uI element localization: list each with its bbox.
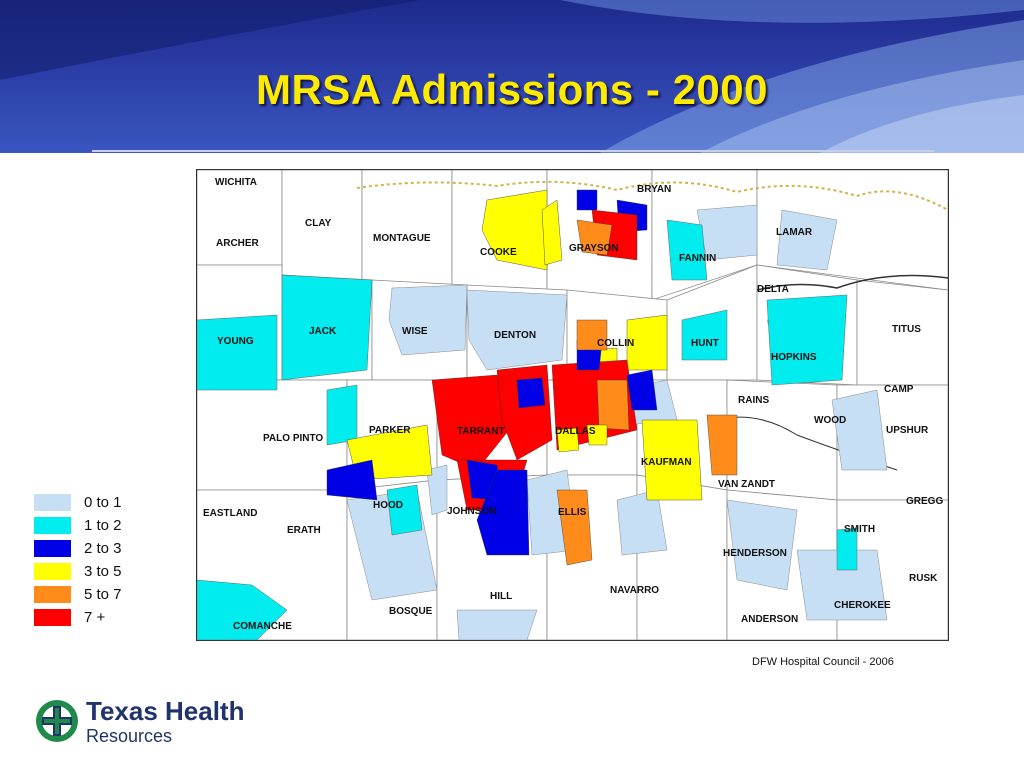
county-label: JACK (309, 326, 337, 337)
county-label: HOOD (373, 500, 403, 511)
county-label: WICHITA (215, 177, 258, 188)
legend-label: 5 to 7 (84, 586, 122, 603)
county-label: RAINS (738, 395, 770, 406)
legend-swatch (34, 609, 71, 626)
slide-title: MRSA Admissions - 2000 (255, 66, 769, 113)
header-swoosh-graphic (0, 0, 1024, 153)
county-label: WISE (402, 326, 428, 337)
legend-item: 0 to 1 (34, 494, 184, 512)
county-label: ELLIS (558, 507, 587, 518)
legend-swatch (34, 586, 71, 603)
county-label: VAN ZANDT (718, 479, 776, 490)
county-label: COMANCHE (233, 621, 292, 632)
county-label: LAMAR (776, 227, 813, 238)
map-graphic (197, 170, 948, 640)
county-label: PARKER (369, 425, 411, 436)
legend-swatch (34, 494, 71, 511)
county-label: BRYAN (637, 184, 672, 195)
legend-label: 1 to 2 (84, 517, 122, 534)
legend-item: 7 + (34, 609, 184, 627)
county-label: DALLAS (555, 426, 596, 437)
county-label: SMITH (844, 524, 876, 535)
county-label: CHEROKEE (834, 600, 891, 611)
county-label: NAVARRO (610, 585, 660, 596)
county-label: DENTON (494, 330, 537, 341)
county-label: CLAY (305, 218, 332, 229)
logo-line-1: Texas Health (86, 696, 245, 726)
legend-label: 2 to 3 (84, 540, 122, 557)
county-label: MONTAGUE (373, 233, 431, 244)
county-label: ARCHER (216, 238, 259, 249)
county-label: UPSHUR (886, 425, 929, 436)
county-label: DELTA (757, 284, 789, 295)
county-label: HUNT (691, 338, 719, 349)
county-map: WICHITA CLAY ARCHER MONTAGUE COOKE GRAYS… (196, 169, 949, 641)
county-label: HILL (490, 591, 513, 602)
texas-health-logo: Texas Health Resources (34, 696, 264, 748)
legend-label: 7 + (84, 609, 106, 626)
county-label: ERATH (287, 525, 321, 536)
county-label: TITUS (892, 324, 921, 335)
county-label: PALO PINTO (263, 433, 324, 444)
cross-emblem-icon (36, 700, 78, 742)
county-label: COLLIN (597, 338, 635, 349)
legend-swatch (34, 540, 71, 557)
county-label: WOOD (814, 415, 847, 426)
county-label: JOHNSON (447, 506, 497, 517)
county-label: COOKE (480, 247, 517, 258)
county-label: GRAYSON (569, 243, 619, 254)
legend-item: 5 to 7 (34, 586, 184, 604)
county-label: FANNIN (679, 253, 717, 264)
legend-swatch (34, 517, 71, 534)
logo-line-2: Resources (86, 726, 173, 746)
legend-item: 1 to 2 (34, 517, 184, 535)
county-label: EASTLAND (203, 508, 258, 519)
county-label: HENDERSON (723, 548, 787, 559)
county-label: KAUFMAN (641, 457, 692, 468)
legend-swatch (34, 563, 71, 580)
county-label: CAMP (884, 384, 914, 395)
county-label: GREGG (906, 496, 944, 507)
legend-label: 0 to 1 (84, 494, 122, 511)
county-label: HOPKINS (771, 352, 817, 363)
legend-item: 2 to 3 (34, 540, 184, 558)
county-label: RUSK (909, 573, 938, 584)
county-label: TARRANT (457, 426, 505, 437)
source-credit: DFW Hospital Council - 2006 (752, 656, 894, 668)
county-label: ANDERSON (741, 614, 799, 625)
title-divider (92, 150, 934, 152)
header-banner: MRSA Admissions - 2000 (0, 0, 1024, 153)
county-label: YOUNG (217, 336, 254, 347)
legend-item: 3 to 5 (34, 563, 184, 581)
legend-label: 3 to 5 (84, 563, 122, 580)
county-label: BOSQUE (389, 606, 433, 617)
